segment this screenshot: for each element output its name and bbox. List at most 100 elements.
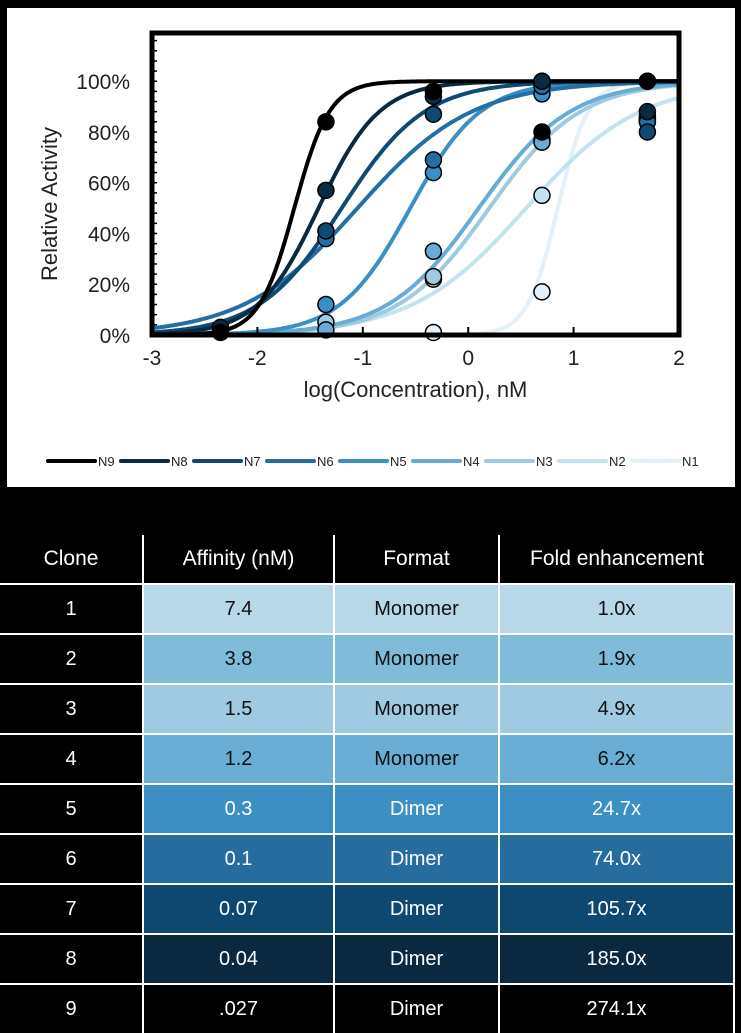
cell-affinity: 3.8 <box>142 633 335 685</box>
cell-clone: 5 <box>0 783 144 835</box>
legend-label-N1: N1 <box>682 454 699 469</box>
cell-clone: 9 <box>0 983 144 1033</box>
header-fold: Fold enhancement <box>498 535 734 584</box>
chart-panel: 0% 20% 40% 60% 80% 100% -3 -2 -1 0 1 2 log(Concentra… <box>7 8 735 487</box>
cell-fold: 274.1x <box>498 983 735 1033</box>
cell-format: Dimer <box>333 783 500 835</box>
data-point-N8 <box>638 102 657 121</box>
series-line-N4 <box>152 82 679 335</box>
data-point-N9 <box>533 123 551 141</box>
clone-table: Clone Affinity (nM) Format Fold enhancem… <box>0 535 735 1033</box>
data-point-N7 <box>424 105 443 123</box>
data-point-N8 <box>317 181 335 200</box>
legend-label-N5: N5 <box>390 454 407 469</box>
cell-affinity: 7.4 <box>142 583 335 635</box>
cell-clone: 6 <box>0 833 144 885</box>
cell-clone: 1 <box>0 583 144 635</box>
x-tick-label: -1 <box>353 347 372 370</box>
table-row: 6 0.1 Dimer 74.0x <box>0 833 735 885</box>
legend-label-N9: N9 <box>98 454 115 469</box>
data-point-N3 <box>424 267 443 286</box>
data-point-N7 <box>317 222 335 240</box>
cell-affinity: 0.04 <box>142 933 335 985</box>
cell-fold: 1.0x <box>498 583 735 635</box>
data-point-N6 <box>424 151 443 169</box>
cell-fold: 74.0x <box>498 833 735 885</box>
header-format: Format <box>333 535 499 584</box>
data-point-N4 <box>424 242 443 261</box>
x-tick-label: 1 <box>568 347 580 370</box>
dose-response-chart: 0% 20% 40% 60% 80% 100% -3 -2 -1 0 1 2 log(Concentra… <box>37 30 699 469</box>
data-point-N8 <box>533 72 551 90</box>
cell-affinity: 0.1 <box>142 833 335 885</box>
table-row: 5 0.3 Dimer 24.7x <box>0 783 735 835</box>
cell-affinity: 0.07 <box>142 883 335 935</box>
cell-format: Monomer <box>333 633 500 685</box>
table-row: 2 3.8 Monomer 1.9x <box>0 633 735 685</box>
x-tick-label: 2 <box>673 347 685 370</box>
cell-clone: 3 <box>0 683 144 735</box>
y-tick-label: 0% <box>100 325 130 348</box>
series-line-N9 <box>152 79 679 335</box>
table-row: 9.027 Dimer 274.1x <box>0 983 735 1033</box>
cell-fold: 105.7x <box>498 883 735 935</box>
legend-label-N4: N4 <box>463 454 480 469</box>
table-header-row: Clone Affinity (nM) Format Fold enhancem… <box>0 535 734 584</box>
legend-label-N7: N7 <box>244 454 261 469</box>
legend-label-N6: N6 <box>317 454 334 469</box>
x-axis-label: log(Concentration), nM <box>304 377 528 402</box>
cell-affinity: 1.5 <box>142 683 335 735</box>
legend-label-N3: N3 <box>536 454 553 469</box>
series-line-N6 <box>152 80 679 331</box>
cell-format: Monomer <box>333 733 500 785</box>
x-tick-label: -2 <box>248 347 267 370</box>
cell-clone: 7 <box>0 883 144 935</box>
cell-format: Dimer <box>333 933 500 985</box>
data-point-N9 <box>424 82 443 101</box>
cell-clone: 2 <box>0 633 144 685</box>
data-point-N9 <box>317 113 335 131</box>
data-point-N9 <box>638 72 657 90</box>
y-axis-label: Relative Activity <box>37 127 62 281</box>
y-tick-label: 80% <box>88 122 130 145</box>
cell-format: Monomer <box>333 583 500 635</box>
y-tick-label: 20% <box>88 274 130 297</box>
cell-affinity: 0.3 <box>142 783 335 835</box>
data-point-N2 <box>533 186 551 205</box>
data-point-N1 <box>424 323 443 342</box>
cell-format: Dimer <box>333 833 500 885</box>
y-tick-label: 100% <box>76 71 130 94</box>
cell-affinity: 1.2 <box>142 733 335 785</box>
cell-clone: 4 <box>0 733 144 785</box>
data-point-N5 <box>317 295 335 314</box>
series-line-N2 <box>152 95 679 335</box>
y-tick-label: 60% <box>88 173 130 196</box>
legend-label-N8: N8 <box>171 454 188 469</box>
table-row: 4 1.2 Monomer 6.2x <box>0 733 735 785</box>
header-clone: Clone <box>43 547 99 570</box>
data-point-N9 <box>211 323 230 342</box>
data-point-N1 <box>533 283 551 301</box>
plot-frame <box>149 30 682 338</box>
legend-label-N2: N2 <box>609 454 626 469</box>
cell-affinity: .027 <box>142 983 335 1033</box>
cell-fold: 6.2x <box>498 733 735 785</box>
table-row: 8 0.04 Dimer 185.0x <box>0 933 735 985</box>
cell-fold: 185.0x <box>498 933 735 985</box>
x-tick-label: 0 <box>462 347 474 370</box>
cell-format: Dimer <box>333 883 500 935</box>
cell-fold: 1.9x <box>498 633 735 685</box>
cell-format: Dimer <box>333 983 500 1033</box>
cell-clone: 8 <box>0 933 144 985</box>
header-affinity: Affinity (nM) <box>142 535 334 584</box>
y-tick-label: 40% <box>88 223 130 246</box>
data-point-N7 <box>638 123 657 141</box>
cell-fold: 4.9x <box>498 683 735 735</box>
series-line-N3 <box>152 83 679 335</box>
cell-fold: 24.7x <box>498 783 735 835</box>
table-row: 1 7.4 Monomer 1.0x <box>0 583 735 635</box>
table-row: 7 0.07 Dimer 105.7x <box>0 883 735 935</box>
x-tick-label: -3 <box>143 347 162 370</box>
table-row: 3 1.5 Monomer 4.9x <box>0 683 735 735</box>
cell-format: Monomer <box>333 683 500 735</box>
